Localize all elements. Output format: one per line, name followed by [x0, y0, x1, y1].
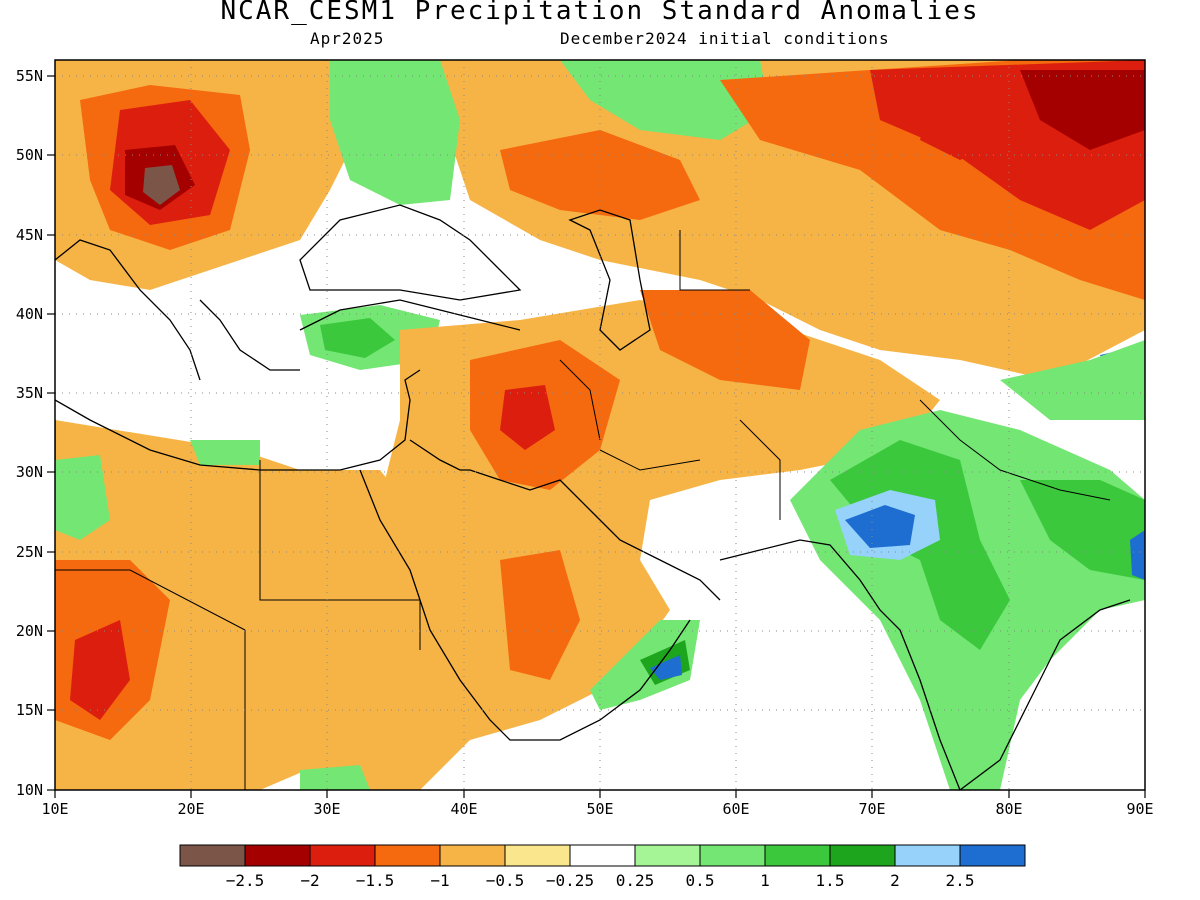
colorbar-label: −2.5: [226, 871, 265, 890]
y-tick-label: 55N: [16, 67, 43, 85]
forecast-month: Apr2025: [310, 29, 385, 48]
dry-region-caspian-north: [500, 130, 700, 220]
initial-conditions: December2024 initial conditions: [560, 29, 890, 48]
dry-core-siberia-dark: [1020, 70, 1145, 150]
y-tick-label: 50N: [16, 146, 43, 164]
x-tick-label: 30E: [313, 800, 340, 818]
x-tick-label: 50E: [586, 800, 613, 818]
wet-region-china-south: [1000, 340, 1145, 420]
colorbar-swatch: [699, 844, 766, 867]
dry-region-sudan: [300, 590, 470, 790]
y-tick-label: 10N: [16, 781, 43, 799]
dry-spot-iraq: [500, 385, 555, 450]
colorbar-swatch: [894, 844, 961, 867]
x-tick-label: 60E: [722, 800, 749, 818]
colorbar-label: −0.5: [486, 871, 525, 890]
wet-spot-north-africa: [55, 455, 110, 540]
wet-core-india-east: [1020, 480, 1145, 580]
colorbar-label: 1.5: [816, 871, 845, 890]
colorbar-label: −1.5: [356, 871, 395, 890]
y-tick-label: 35N: [16, 384, 43, 402]
colorbar-label: 1: [760, 871, 770, 890]
very-wet-spot-oman: [650, 655, 682, 680]
y-axis-labels: 55N 50N 45N 40N 35N 30N 25N 20N 15N 10N: [16, 67, 43, 799]
coastlines: [55, 204, 1131, 790]
x-axis-labels: 10E 20E 30E 40E 50E 60E 70E 80E 90E: [41, 800, 1153, 818]
colorbar-label: 0.5: [686, 871, 715, 890]
very-wet-core-pakistan: [845, 505, 915, 548]
x-tick-label: 40E: [450, 800, 477, 818]
colorbar-swatch: [374, 844, 441, 867]
y-tick-label: 45N: [16, 226, 43, 244]
dry-core-kazakh: [920, 95, 1000, 160]
map-title: NCAR_CESM1 Precipitation Standard Anomal…: [220, 0, 980, 26]
colorbar-swatch: [244, 844, 311, 867]
colorbar-swatch: [439, 844, 506, 867]
colorbar-swatch: [179, 844, 246, 867]
colorbar-swatch: [634, 844, 701, 867]
wet-spot-sudan: [300, 765, 370, 790]
colorbar-swatch: [829, 844, 896, 867]
wet-core-turkey: [320, 318, 395, 358]
x-tick-label: 90E: [1126, 800, 1153, 818]
colorbar-label: −2: [300, 871, 319, 890]
x-tick-label: 70E: [858, 800, 885, 818]
graticule: [55, 60, 1145, 790]
very-wet-spot-bay: [1130, 530, 1145, 580]
y-tick-label: 25N: [16, 543, 43, 561]
dry-spot-libya: [70, 620, 130, 720]
y-tick-label: 40N: [16, 305, 43, 323]
colorbar-swatch: [504, 844, 571, 867]
tick-marks: [47, 75, 1146, 798]
y-tick-label: 15N: [16, 701, 43, 719]
y-tick-label: 30N: [16, 463, 43, 481]
colorbar-swatch: [959, 844, 1026, 867]
dry-core-iran: [640, 290, 810, 390]
colorbar-label: 2: [890, 871, 900, 890]
colorbar-label: −0.25: [546, 871, 594, 890]
country-borders: [55, 230, 1111, 790]
dry-region-arabia-south: [500, 550, 580, 680]
wet-patch-volga: [560, 60, 770, 140]
colorbar-swatch: [764, 844, 831, 867]
wet-region-black-sea: [330, 60, 460, 205]
wet-spot-egypt: [190, 440, 260, 465]
anomaly-shading: [55, 60, 1145, 790]
colorbar-swatch: [309, 844, 376, 867]
colorbar-swatch: [569, 844, 636, 867]
x-tick-label: 80E: [995, 800, 1022, 818]
colorbar-label: 0.25: [616, 871, 655, 890]
extreme-dry-spot: [143, 165, 180, 205]
y-tick-label: 20N: [16, 622, 43, 640]
colorbar: −2.5 −2 −1.5 −1 −0.5 −0.25 0.25 0.5 1 1.5 2 2.5: [179, 844, 1026, 890]
colorbar-label: −1: [430, 871, 449, 890]
x-tick-label: 20E: [177, 800, 204, 818]
colorbar-label: 2.5: [946, 871, 975, 890]
x-tick-label: 10E: [41, 800, 68, 818]
